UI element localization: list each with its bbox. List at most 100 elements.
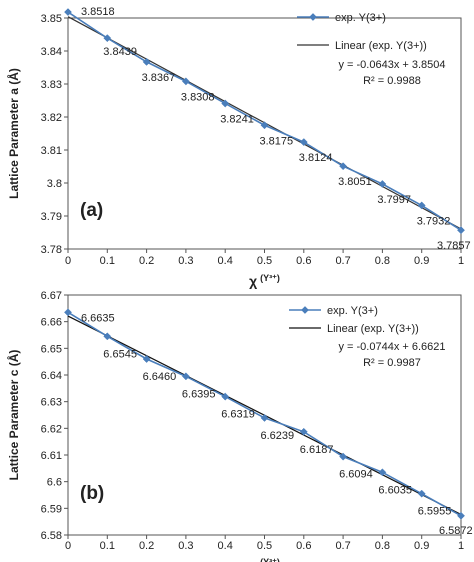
data-label: 6.6094: [339, 469, 373, 481]
legend-fit-label: Linear (exp. Y(3+)): [335, 40, 427, 52]
legend-exp-label: exp. Y(3+): [327, 305, 378, 317]
data-label: 6.6035: [378, 484, 412, 496]
x-tick-label: 0.8: [375, 540, 390, 552]
x-axis-symbol: χ: [249, 557, 257, 562]
y-axis-label: Lattice Parameter c (Å): [6, 350, 21, 481]
y-tick-label: 3.82: [41, 112, 62, 124]
x-tick-label: 0.1: [100, 540, 115, 552]
chart-b: 6.58 6.59 6.6 6.61 6.62 6.63 6.64 6.65 6.66 6.67 0…: [6, 290, 473, 562]
x-tick-label: 0.9: [414, 255, 429, 267]
x-tick-label: 0.7: [335, 540, 350, 552]
data-point: [378, 468, 387, 477]
y-tick-label: 6.59: [41, 503, 62, 515]
legend-exp-marker: [301, 306, 309, 314]
data-point: [221, 392, 230, 401]
panel-label: (a): [80, 200, 103, 221]
x-tick-label: 1: [458, 540, 464, 552]
data-label: 6.6239: [261, 430, 295, 442]
fit-equation: y = -0.0643x + 3.8504: [338, 59, 445, 71]
fit-r-squared: R² = 0.9988: [363, 75, 421, 87]
panel-label: (b): [80, 483, 104, 504]
data-label: 3.8124: [299, 152, 333, 164]
x-tick-label: 1: [458, 255, 464, 267]
data-point: [457, 226, 465, 235]
data-point: [417, 489, 426, 498]
data-point: [64, 8, 72, 17]
data-label: 6.5872: [439, 525, 473, 537]
x-axis-subscript: (Y³⁺): [260, 273, 280, 283]
data-label: 3.8175: [260, 135, 294, 147]
data-point: [457, 511, 465, 520]
chart-a: 3.78 3.79 3.8 3.81 3.82 3.83 3.84 3.85 0 0.1 0.2 0.…: [6, 6, 471, 289]
x-tick-label: 0.1: [100, 255, 115, 267]
data-label: 6.6635: [81, 312, 115, 324]
x-tick-label: 0.2: [139, 255, 154, 267]
data-point: [103, 34, 112, 43]
x-tick-label: 0.5: [257, 540, 272, 552]
x-tick-label: 0.9: [414, 540, 429, 552]
x-tick-label: 0.2: [139, 540, 154, 552]
data-label: 3.8051: [338, 176, 372, 188]
y-tick-label: 6.65: [41, 343, 62, 355]
x-tick-label: 0.7: [335, 255, 350, 267]
y-tick-label: 3.8: [47, 178, 62, 190]
fit-equation: y = -0.0744x + 6.6621: [338, 341, 445, 353]
data-point: [142, 57, 151, 66]
data-point: [260, 413, 269, 422]
data-point: [142, 355, 151, 363]
x-axis-subscript: (Y³⁺): [260, 557, 280, 562]
fit-r-squared: R² = 0.9987: [363, 357, 421, 369]
x-axis-symbol: χ: [249, 273, 257, 289]
data-label: 6.6395: [182, 388, 216, 400]
data-point: [103, 332, 112, 341]
data-point: [260, 121, 269, 130]
legend: exp. Y(3+) Linear (exp. Y(3+)): [297, 12, 427, 52]
x-tick-label: 0.3: [178, 255, 193, 267]
data-label: 3.7932: [417, 215, 451, 227]
legend-exp-label: exp. Y(3+): [335, 12, 386, 24]
y-tick-label: 3.84: [41, 46, 62, 58]
data-point: [339, 162, 348, 171]
y-tick-label: 6.64: [41, 370, 62, 382]
data-point: [64, 308, 72, 317]
data-label: 6.5955: [418, 506, 452, 518]
data-label: 6.6460: [143, 371, 177, 383]
data-point: [378, 180, 387, 188]
legend-fit-label: Linear (exp. Y(3+)): [327, 323, 419, 335]
x-axis-label: χ(Y³⁺): [249, 557, 280, 562]
data-label: 3.8241: [220, 113, 254, 125]
data-label: 3.8367: [142, 72, 176, 84]
y-tick-label: 6.66: [41, 317, 62, 329]
data-label: 6.6187: [300, 444, 334, 456]
data-label: 6.6319: [221, 409, 255, 421]
legend: exp. Y(3+) Linear (exp. Y(3+)): [289, 305, 419, 335]
x-tick-label: 0: [65, 540, 71, 552]
y-axis-label: Lattice Parameter a (Å): [6, 68, 21, 199]
data-point: [339, 452, 348, 461]
y-tick-label: 6.63: [41, 397, 62, 409]
data-label: 3.7997: [377, 194, 411, 206]
data-label: 6.6545: [103, 348, 137, 360]
data-label: 3.8439: [103, 46, 137, 58]
y-tick-label: 6.62: [41, 423, 62, 435]
data-point: [181, 372, 190, 381]
x-tick-label: 0.4: [218, 255, 233, 267]
y-tick-label: 3.78: [41, 244, 62, 256]
x-tick-label: 0.6: [296, 255, 311, 267]
data-point: [299, 427, 308, 436]
y-tick-label: 3.85: [41, 13, 62, 25]
data-label: 3.8308: [181, 91, 215, 103]
y-tick-label: 6.6: [47, 477, 62, 489]
data-point: [221, 99, 230, 108]
y-tick-label: 6.67: [41, 290, 62, 302]
x-tick-label: 0.8: [375, 255, 390, 267]
y-tick-label: 6.61: [41, 450, 62, 462]
x-tick-label: 0.3: [178, 540, 193, 552]
x-tick-label: 0.5: [257, 255, 272, 267]
x-axis-label: χ(Y³⁺): [249, 273, 280, 289]
x-tick-label: 0: [65, 255, 71, 267]
data-point: [181, 77, 190, 86]
data-label: 3.7857: [437, 240, 471, 252]
y-tick-label: 3.79: [41, 211, 62, 223]
